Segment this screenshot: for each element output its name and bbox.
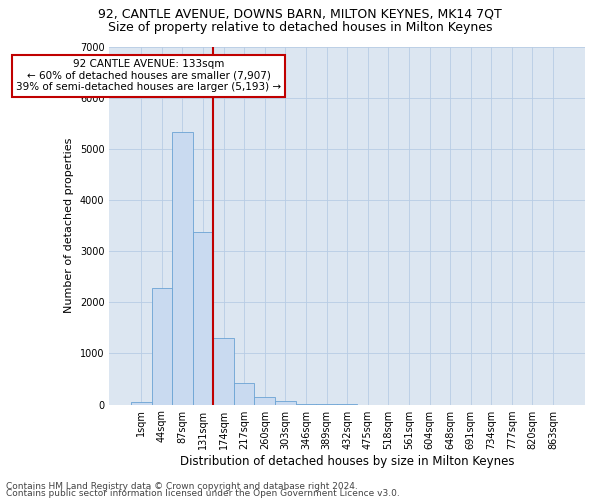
Bar: [234, 383, 254, 404]
Text: Size of property relative to detached houses in Milton Keynes: Size of property relative to detached ho…: [108, 21, 492, 34]
Text: 92, CANTLE AVENUE, DOWNS BARN, MILTON KEYNES, MK14 7QT: 92, CANTLE AVENUE, DOWNS BARN, MILTON KE…: [98, 8, 502, 20]
Bar: [275, 400, 296, 404]
Text: Contains HM Land Registry data © Crown copyright and database right 2024.: Contains HM Land Registry data © Crown c…: [6, 482, 358, 491]
Text: Contains public sector information licensed under the Open Government Licence v3: Contains public sector information licen…: [6, 490, 400, 498]
Text: 92 CANTLE AVENUE: 133sqm
← 60% of detached houses are smaller (7,907)
39% of sem: 92 CANTLE AVENUE: 133sqm ← 60% of detach…: [16, 60, 281, 92]
Bar: [152, 288, 172, 405]
Bar: [131, 402, 152, 404]
Bar: [172, 132, 193, 404]
Bar: [193, 232, 214, 404]
Y-axis label: Number of detached properties: Number of detached properties: [64, 138, 74, 313]
Bar: [254, 396, 275, 404]
X-axis label: Distribution of detached houses by size in Milton Keynes: Distribution of detached houses by size …: [180, 454, 514, 468]
Bar: [214, 338, 234, 404]
